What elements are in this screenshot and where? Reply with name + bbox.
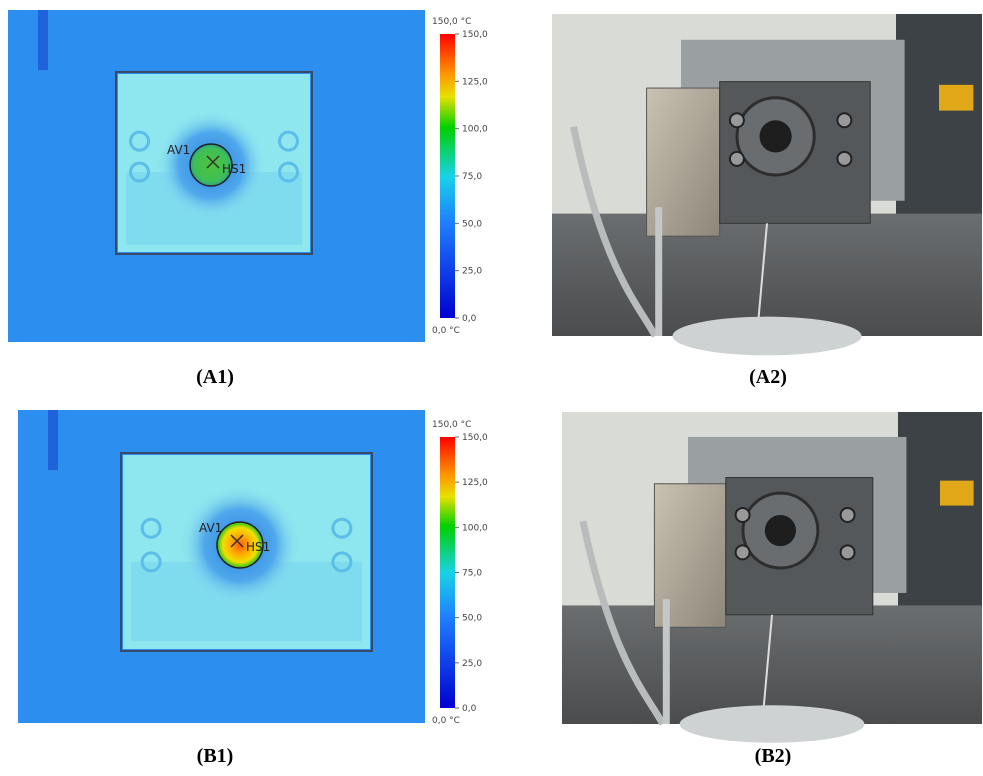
colorbar-tick-label: 100,0 bbox=[462, 125, 488, 135]
cable-shadow bbox=[38, 10, 48, 70]
cable-pipe bbox=[663, 599, 670, 724]
colorbar-tick-label: 150,0 bbox=[462, 30, 488, 40]
colorbar-tick-label: 75,0 bbox=[462, 172, 482, 182]
bolt bbox=[841, 545, 855, 559]
colorbar-tick-label: 75,0 bbox=[462, 569, 482, 579]
bolt bbox=[841, 508, 855, 522]
colorbar-tick-label: 125,0 bbox=[462, 77, 488, 87]
colorbar-tick-label: 25,0 bbox=[462, 267, 482, 277]
bolt bbox=[736, 508, 750, 522]
shelf bbox=[896, 14, 982, 223]
colorbar-tick-label: 0,0 bbox=[462, 314, 477, 324]
colorbar-max-label: 150,0 °C bbox=[432, 420, 471, 430]
colorbar-min-label: 0,0 °C bbox=[432, 716, 460, 726]
colorbar-max-label: 150,0 °C bbox=[432, 17, 471, 27]
colorbar-tick-label: 100,0 bbox=[462, 523, 488, 533]
panel-caption: (B1) bbox=[197, 745, 234, 767]
bolt bbox=[736, 545, 750, 559]
die-hole bbox=[760, 120, 792, 152]
thermal-image: AV1 HS1 150,0 °C 0,0 °C 150,0 125,0 100,0 75,0 5… bbox=[18, 410, 488, 726]
colorbar bbox=[440, 437, 455, 708]
panel-caption: (A2) bbox=[749, 366, 787, 388]
colorbar-tick-label: 0,0 bbox=[462, 704, 477, 714]
die-hole bbox=[765, 515, 796, 546]
panel-caption: (A1) bbox=[196, 366, 234, 388]
area-label: AV1 bbox=[199, 521, 222, 535]
cable-pipe bbox=[655, 207, 662, 336]
thermal-image: AV1 HS1 150,0 °C 0,0 °C 150,0 125,0 100,0 75,0 5… bbox=[8, 10, 488, 342]
bolt bbox=[837, 152, 851, 166]
bowl bbox=[672, 317, 861, 356]
photo bbox=[552, 14, 982, 355]
photo bbox=[562, 412, 982, 743]
shelf bbox=[898, 412, 982, 615]
bolt bbox=[730, 152, 744, 166]
colorbar-tick-label: 50,0 bbox=[462, 614, 482, 624]
area-label: AV1 bbox=[167, 143, 190, 157]
colorbar-tick-label: 125,0 bbox=[462, 478, 488, 488]
bolt bbox=[837, 113, 851, 127]
cable-shadow bbox=[48, 410, 58, 470]
colorbar-min-label: 0,0 °C bbox=[432, 326, 460, 336]
panel-caption: (B2) bbox=[755, 745, 792, 767]
bowl bbox=[680, 705, 865, 742]
shelf-box bbox=[940, 481, 974, 506]
colorbar-tick-label: 50,0 bbox=[462, 219, 482, 229]
bolt bbox=[730, 113, 744, 127]
hotspot-label: HS1 bbox=[246, 540, 270, 554]
hotspot-label: HS1 bbox=[222, 162, 246, 176]
colorbar-tick-label: 150,0 bbox=[462, 433, 488, 443]
shelf-box bbox=[939, 85, 973, 111]
colorbar bbox=[440, 34, 455, 318]
figure: AV1 HS1 150,0 °C 0,0 °C 150,0 125,0 100,0 75,0 5… bbox=[0, 0, 983, 776]
colorbar-tick-label: 25,0 bbox=[462, 659, 482, 669]
